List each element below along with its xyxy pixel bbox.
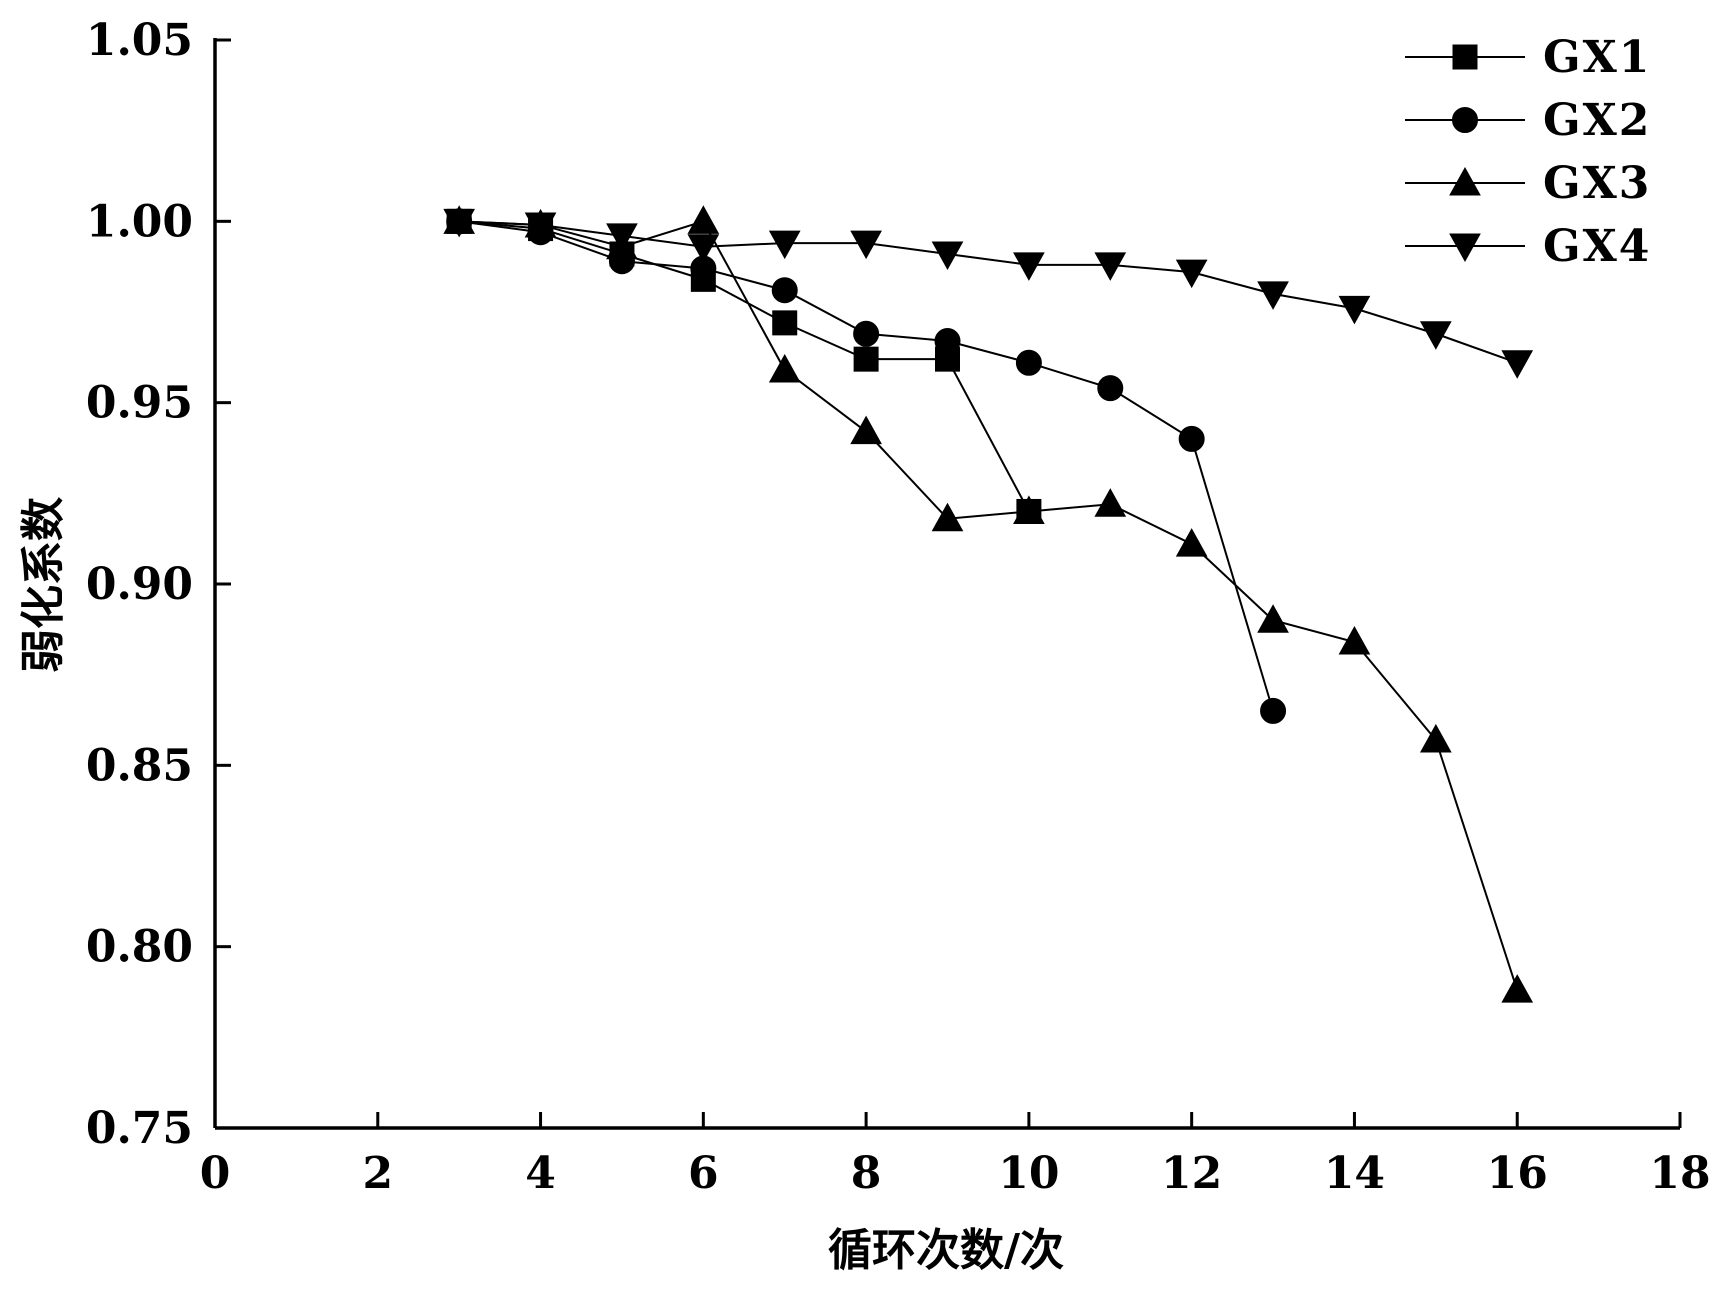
y-tick-label: 0.80 xyxy=(86,922,193,973)
legend-item-gx4: GX4 xyxy=(1405,221,1651,272)
y-tick-label: 0.75 xyxy=(86,1103,193,1154)
data-point-gx4 xyxy=(524,212,557,241)
legend-marker-gx1 xyxy=(1452,44,1478,70)
data-point-gx4 xyxy=(1013,252,1045,281)
legend-marker-gx4 xyxy=(1449,233,1481,263)
legend-item-gx2: GX2 xyxy=(1405,95,1651,146)
data-point-gx2 xyxy=(771,277,798,304)
legend-label-gx2: GX2 xyxy=(1543,95,1651,146)
data-point-gx4 xyxy=(1419,321,1452,350)
data-point-gx3 xyxy=(1501,974,1534,1003)
data-point-gx3 xyxy=(1175,528,1208,557)
series-layer xyxy=(443,205,1534,1003)
x-tick-label: 16 xyxy=(1487,1148,1548,1199)
x-tick-label: 4 xyxy=(525,1148,556,1199)
data-point-gx2 xyxy=(1015,349,1042,376)
series-line-gx2 xyxy=(459,220,1275,712)
x-tick-label: 8 xyxy=(851,1148,882,1199)
data-point-gx3 xyxy=(1094,488,1127,517)
series-line-gx3 xyxy=(459,220,1519,991)
y-tick-label: 1.05 xyxy=(86,15,193,66)
data-point-gx2 xyxy=(1097,375,1124,402)
data-point-gx3 xyxy=(931,502,964,532)
legend-item-gx1: GX1 xyxy=(1405,32,1651,83)
x-axis-title: 循环次数/次 xyxy=(828,1225,1064,1276)
series-gx4 xyxy=(443,208,1534,379)
data-point-gx3 xyxy=(850,415,882,445)
x-axis-ticks: 0 2 4 6 8 10 12 14 16 18 xyxy=(200,1112,1711,1199)
y-axis-title: 弱化系数 xyxy=(18,497,69,673)
data-point-gx3 xyxy=(1419,723,1452,753)
data-point-gx4 xyxy=(931,241,964,271)
data-point-gx4 xyxy=(1338,295,1371,325)
y-tick-label: 0.95 xyxy=(86,378,193,429)
series-gx2 xyxy=(446,208,1287,724)
y-axis-ticks: 0.75 0.80 0.85 0.90 0.95 1.00 1.05 xyxy=(86,15,231,1154)
data-point-gx4 xyxy=(768,230,801,260)
legend-label-gx3: GX3 xyxy=(1543,158,1651,209)
series-line-gx4 xyxy=(459,220,1518,364)
data-point-gx3 xyxy=(1338,625,1371,655)
legend-marker-gx3 xyxy=(1449,166,1481,196)
data-point-gx2 xyxy=(934,328,961,355)
data-point-gx4 xyxy=(1501,350,1534,379)
data-point-gx3 xyxy=(687,205,720,234)
x-tick-label: 14 xyxy=(1324,1148,1385,1199)
legend-label-gx4: GX4 xyxy=(1543,221,1651,272)
data-point-gx3 xyxy=(768,353,801,383)
x-tick-label: 18 xyxy=(1649,1148,1710,1199)
data-point-gx4 xyxy=(1175,259,1208,289)
series-gx3 xyxy=(443,205,1534,1003)
data-point-gx3 xyxy=(1013,495,1045,524)
data-point-gx4 xyxy=(1257,281,1289,310)
x-tick-label: 0 xyxy=(200,1148,231,1199)
y-tick-label: 1.00 xyxy=(86,196,193,247)
data-point-gx2 xyxy=(853,320,880,347)
data-point-gx4 xyxy=(606,223,638,252)
legend: GX1 GX2 GX3 GX4 xyxy=(1405,32,1651,272)
legend-item-gx3: GX3 xyxy=(1405,158,1651,209)
data-point-gx1 xyxy=(853,346,879,372)
series-line-gx1 xyxy=(459,220,1030,512)
data-point-gx3 xyxy=(1257,604,1289,633)
x-tick-label: 10 xyxy=(998,1148,1059,1199)
data-point-gx4 xyxy=(687,234,720,263)
x-tick-label: 6 xyxy=(688,1148,719,1199)
data-point-gx2 xyxy=(1178,425,1205,452)
x-tick-label: 12 xyxy=(1161,1148,1222,1199)
x-tick-label: 2 xyxy=(362,1148,393,1199)
data-point-gx4 xyxy=(443,208,476,238)
data-point-gx4 xyxy=(1094,252,1127,281)
y-tick-label: 0.85 xyxy=(86,740,193,791)
axes xyxy=(213,38,1680,1130)
data-point-gx4 xyxy=(850,230,882,260)
legend-label-gx1: GX1 xyxy=(1543,32,1651,83)
y-tick-label: 0.90 xyxy=(86,559,193,610)
legend-marker-gx2 xyxy=(1452,107,1478,133)
data-point-gx1 xyxy=(772,310,798,336)
data-point-gx2 xyxy=(1260,697,1287,724)
